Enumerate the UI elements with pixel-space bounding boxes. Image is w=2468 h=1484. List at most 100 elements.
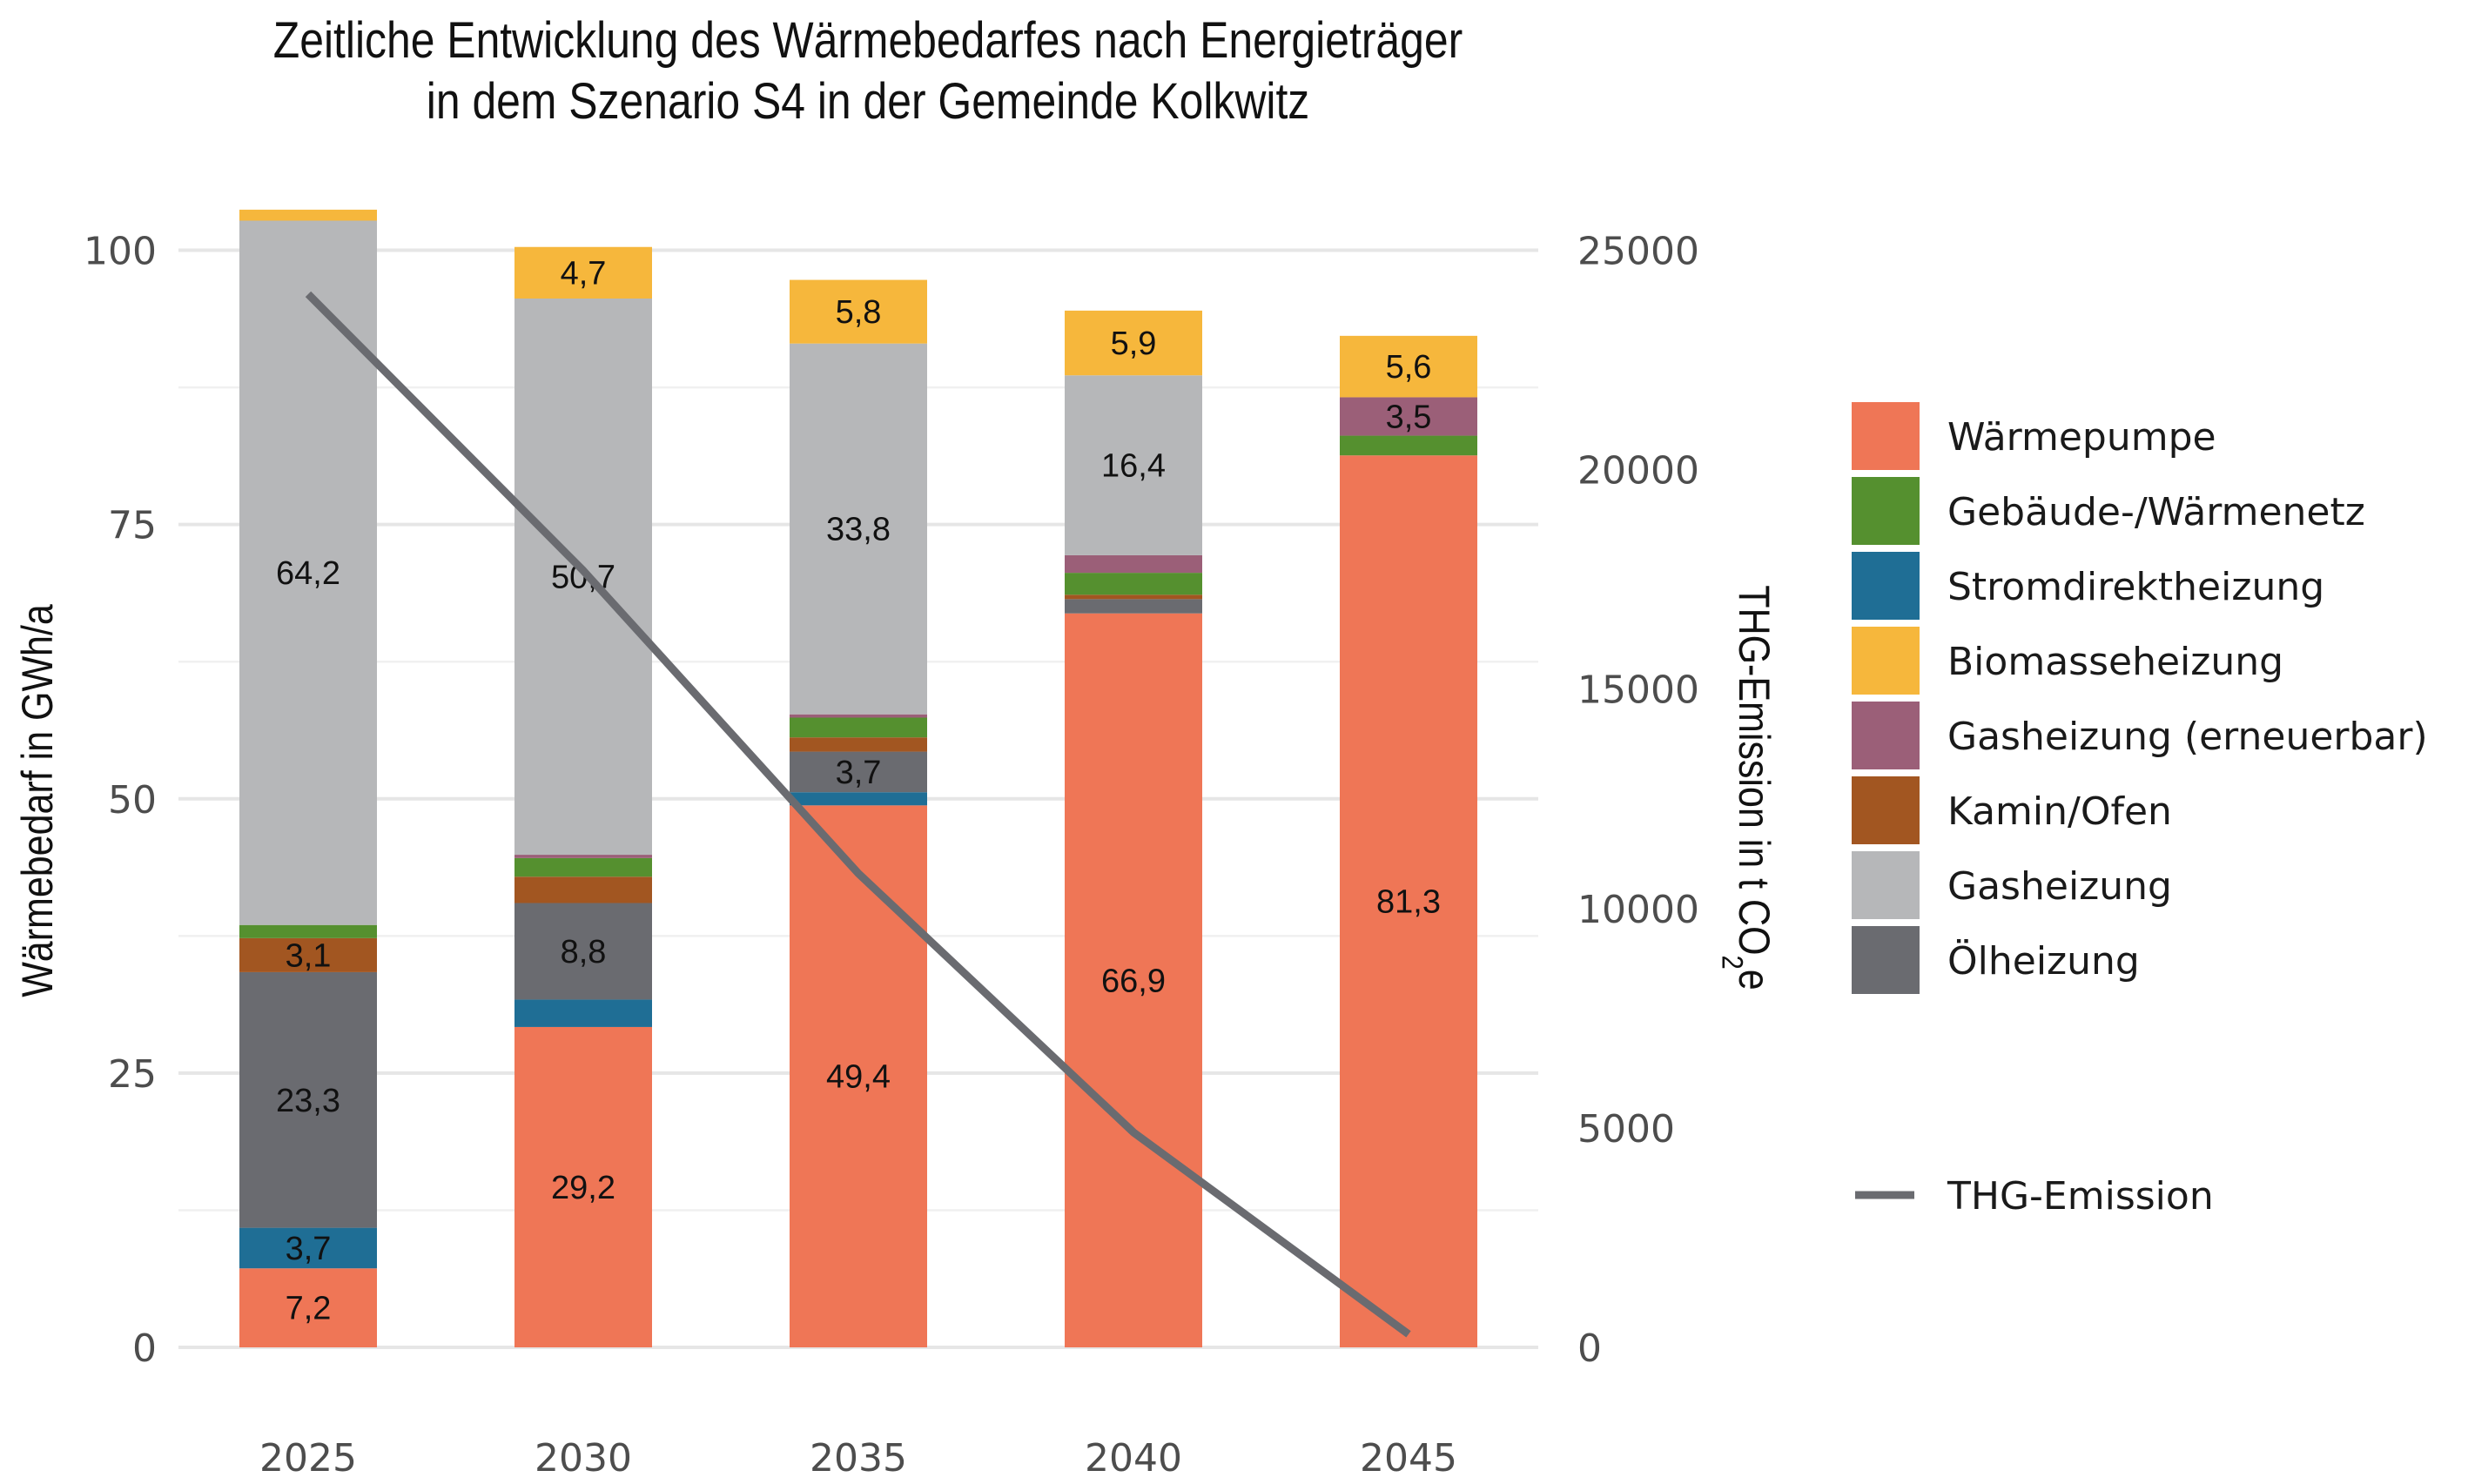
segment-label: 8,8 [561,934,607,970]
segment-label: 3,5 [1386,399,1432,435]
segment-label: 64,2 [276,555,340,592]
bar-segment [514,857,652,877]
y-tick-label: 25 [108,1052,157,1097]
segment-label: 16,4 [1101,448,1166,485]
bar-segment [1065,599,1202,614]
y-tick-label: 50 [108,778,157,823]
legend-swatch [1852,627,1920,695]
legend-swatch [1852,552,1920,620]
bar-segment [239,209,377,221]
bar-segment [790,279,927,344]
y2-axis-title-sub: 2 [1716,956,1750,970]
legend-item: Biomasseheizung [1852,627,2283,695]
y2-tick-label: 15000 [1577,668,1699,713]
x-tick-label: 2040 [1085,1436,1182,1481]
bar-segment [1065,594,1202,600]
segment-label: 3,7 [286,1231,332,1267]
chart-title-line-2: in dem Szenario S4 in der Gemeinde Kolkw… [427,74,1309,130]
bars [239,209,1477,1347]
y-tick-label: 75 [108,504,157,548]
segment-label: 66,9 [1101,963,1166,999]
segment-label: 3,1 [286,937,332,974]
y-axis-ticks: 0 25 50 75 100 [84,230,157,1371]
bar-segment [790,805,927,1347]
bar-segment [514,246,652,299]
legend-swatch [1852,402,1920,470]
bar-segment [1065,613,1202,1347]
bar-segment [790,792,927,806]
bar-segment [514,876,652,903]
bar-segment [1340,455,1477,1347]
segment-label: 5,8 [836,294,882,331]
legend-swatch [1852,702,1920,769]
x-tick-label: 2025 [259,1436,357,1481]
legend-swatch [1852,776,1920,844]
bar-segment [790,717,927,738]
segment-label: 7,2 [286,1291,332,1327]
bar-segment [1065,310,1202,376]
bar-segment [790,737,927,752]
legend-label: Kamin/Ofen [1947,789,2172,834]
bar-segment [790,751,927,793]
bar-segment [514,999,652,1027]
legend: Wärmepumpe Gebäude-/Wärmenetz Stromdirekth… [1852,402,2428,1219]
y2-tick-label: 5000 [1577,1107,1675,1152]
segment-label: 33,8 [826,512,891,548]
legend-label: Gebäude-/Wärmenetz [1947,490,2365,534]
bar-segment [514,298,652,856]
y2-axis-title-main: THG-Emission in t CO [1730,585,1779,955]
y2-tick-label: 10000 [1577,888,1699,932]
segment-label: 49,4 [826,1059,891,1096]
legend-item: Kamin/Ofen [1852,776,2172,844]
y2-axis-title-end: e [1730,970,1779,990]
bar-segment [1065,375,1202,555]
bar-segment [239,1268,377,1347]
bar-segment [514,855,652,858]
bar-segment [1065,573,1202,595]
legend-label: Gasheizung (erneuerbar) [1947,715,2428,759]
legend-item: Ölheizung [1852,926,2140,994]
y2-tick-label: 20000 [1577,449,1699,494]
bar-segment [790,343,927,715]
y2-tick-label: 25000 [1577,230,1699,274]
legend-item: Gebäude-/Wärmenetz [1852,477,2365,545]
bar-segment [790,714,927,718]
bar-segment [1340,335,1477,398]
x-tick-label: 2035 [810,1436,907,1481]
legend-item-line: THG-Emission [1855,1174,2214,1219]
legend-swatch [1852,926,1920,994]
segment-label: 23,3 [276,1083,340,1119]
bar-segment [514,1026,652,1347]
y2-tick-label: 0 [1577,1326,1602,1371]
bar-segment [1340,397,1477,436]
legend-label: Stromdirektheizung [1947,565,2324,609]
segment-label: 5,9 [1111,326,1157,362]
legend-label: Biomasseheizung [1947,640,2283,684]
bar-segment [1065,554,1202,574]
segment-label: 81,3 [1376,884,1441,921]
chart-title: Zeitliche Entwicklung des Wärmebedarfes … [273,13,1463,130]
y2-axis-title: THG-Emission in t CO2e [1716,585,1779,990]
chart-title-line-1: Zeitliche Entwicklung des Wärmebedarfes … [273,13,1463,69]
legend-swatch [1852,477,1920,545]
legend-label: Ölheizung [1947,938,2140,984]
legend-label: THG-Emission [1947,1174,2214,1219]
emission-line-group [305,291,1411,1338]
legend-item: Wärmepumpe [1852,402,2216,470]
x-axis-ticks: 2025 2030 2035 2040 2045 [259,1436,1457,1481]
bar-segment [239,937,377,972]
segment-label: 5,6 [1386,349,1432,386]
segment-label: 4,7 [561,255,607,292]
y-tick-label: 100 [84,230,157,274]
x-tick-label: 2045 [1360,1436,1457,1481]
bar-segment [1340,435,1477,456]
legend-item: Gasheizung (erneuerbar) [1852,702,2428,769]
bar-segment [239,1227,377,1269]
legend-item: Gasheizung [1852,851,2172,919]
legend-label: Gasheizung [1947,864,2172,909]
x-tick-label: 2030 [535,1436,632,1481]
segment-labels: 7,23,723,33,164,229,28,850,74,749,43,733… [276,255,1441,1326]
segment-label: 29,2 [551,1170,615,1206]
bar-segment [239,971,377,1228]
